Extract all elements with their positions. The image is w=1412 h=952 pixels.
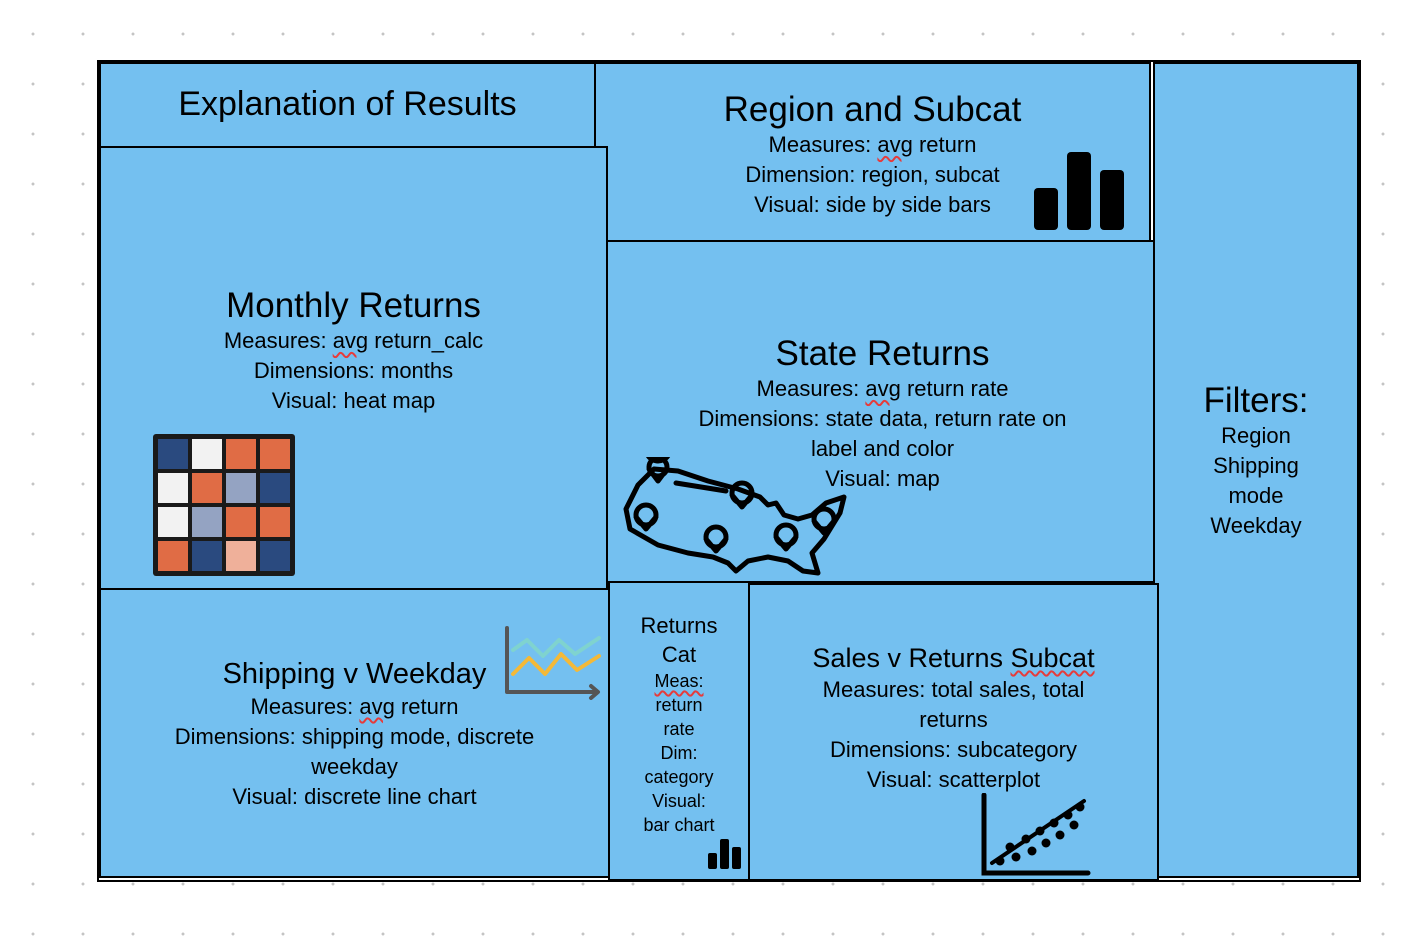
- us-map-icon: [623, 457, 847, 576]
- returns-cat-line-6: bar chart: [643, 815, 715, 835]
- monthly-returns-title: Monthly Returns: [226, 286, 481, 325]
- filter-shipping[interactable]: Shipping: [1213, 453, 1299, 479]
- filter-weekday[interactable]: Weekday: [1210, 513, 1302, 539]
- filters-panel: Filters: Region Shipping mode Weekday: [1153, 62, 1359, 878]
- shipping-weekday-measures: Measures: avg return: [250, 694, 459, 719]
- line-chart-icon: [505, 626, 601, 700]
- heatmap-cell: [192, 507, 222, 537]
- shipping-weekday-visual: Visual: discrete line chart: [232, 784, 477, 809]
- monthly-returns-panel: Monthly Returns Measures: avg return_cal…: [99, 146, 608, 590]
- state-returns-dimensions-2: label and color: [810, 436, 955, 462]
- heatmap-cell: [192, 541, 222, 571]
- returns-cat-line-2: rate: [663, 719, 695, 739]
- region-subcat-title: Region and Subcat: [723, 90, 1022, 129]
- state-returns-title: State Returns: [775, 334, 990, 373]
- sales-returns-measures-2: returns: [919, 707, 988, 732]
- shipping-weekday-panel: Shipping v Weekday Measures: avg return …: [99, 588, 610, 878]
- filters-title: Filters:: [1203, 380, 1309, 420]
- heatmap-cell: [226, 473, 256, 503]
- returns-cat-title-1: Returns: [640, 613, 718, 638]
- heatmap-cell: [158, 507, 188, 537]
- region-subcat-measures: Measures: avg return: [768, 132, 977, 158]
- returns-cat-meas-label: Meas:: [654, 671, 704, 691]
- scatterplot-icon: [981, 793, 1091, 876]
- heatmap-cell: [226, 439, 256, 469]
- sales-returns-visual: Visual: scatterplot: [866, 767, 1041, 792]
- monthly-returns-measures: Measures: avg return_calc: [223, 328, 484, 354]
- state-returns-panel: State Returns Measures: avg return rate …: [606, 240, 1159, 583]
- heatmap-cell: [226, 507, 256, 537]
- mini-bar-chart-icon: [708, 839, 741, 869]
- bar-chart-icon: [1034, 152, 1124, 230]
- explanation-title: Explanation of Results: [178, 85, 517, 124]
- heatmap-grid-icon: [153, 434, 295, 576]
- returns-cat-line-3: Dim:: [660, 743, 698, 763]
- filter-region[interactable]: Region: [1221, 423, 1291, 449]
- heatmap-cell: [192, 439, 222, 469]
- state-returns-visual: Visual: map: [825, 466, 940, 492]
- heatmap-cell: [260, 507, 290, 537]
- returns-cat-line-4: category: [644, 767, 714, 787]
- returns-cat-panel: Returns Cat Meas: return rate Dim: categ…: [608, 581, 750, 881]
- sales-returns-panel: Sales v Returns Subcat Measures: total s…: [748, 583, 1159, 881]
- state-returns-measures: Measures: avg return rate: [756, 376, 1009, 402]
- filter-mode[interactable]: mode: [1228, 483, 1284, 509]
- monthly-returns-visual: Visual: heat map: [271, 388, 436, 414]
- heatmap-cell: [192, 473, 222, 503]
- heatmap-cell: [226, 541, 256, 571]
- region-subcat-panel: Region and Subcat Measures: avg return D…: [594, 62, 1151, 242]
- region-subcat-visual: Visual: side by side bars: [754, 192, 991, 218]
- returns-cat-line-1: return: [655, 695, 703, 715]
- sales-returns-dimensions: Dimensions: subcategory: [829, 737, 1077, 762]
- explanation-panel: Explanation of Results: [99, 62, 596, 148]
- returns-cat-title-2: Cat: [661, 642, 697, 667]
- heatmap-cell: [260, 473, 290, 503]
- heatmap-cell: [260, 541, 290, 571]
- shipping-weekday-dimensions-1: Dimensions: shipping mode, discrete: [174, 724, 535, 749]
- shipping-weekday-dimensions-2: weekday: [311, 754, 398, 779]
- heatmap-cell: [158, 541, 188, 571]
- heatmap-cell: [158, 439, 188, 469]
- heatmap-cell: [158, 473, 188, 503]
- heatmap-cell: [260, 439, 290, 469]
- monthly-returns-dimensions: Dimensions: months: [253, 358, 454, 384]
- shipping-weekday-title: Shipping v Weekday: [222, 658, 487, 690]
- region-subcat-dimension: Dimension: region, subcat: [745, 162, 1000, 188]
- state-returns-dimensions-1: Dimensions: state data, return rate on: [698, 406, 1067, 432]
- returns-cat-line-5: Visual:: [652, 791, 706, 811]
- sales-returns-measures-1: Measures: total sales, total: [822, 677, 1085, 702]
- sales-returns-title: Sales v Returns Subcat: [812, 643, 1095, 673]
